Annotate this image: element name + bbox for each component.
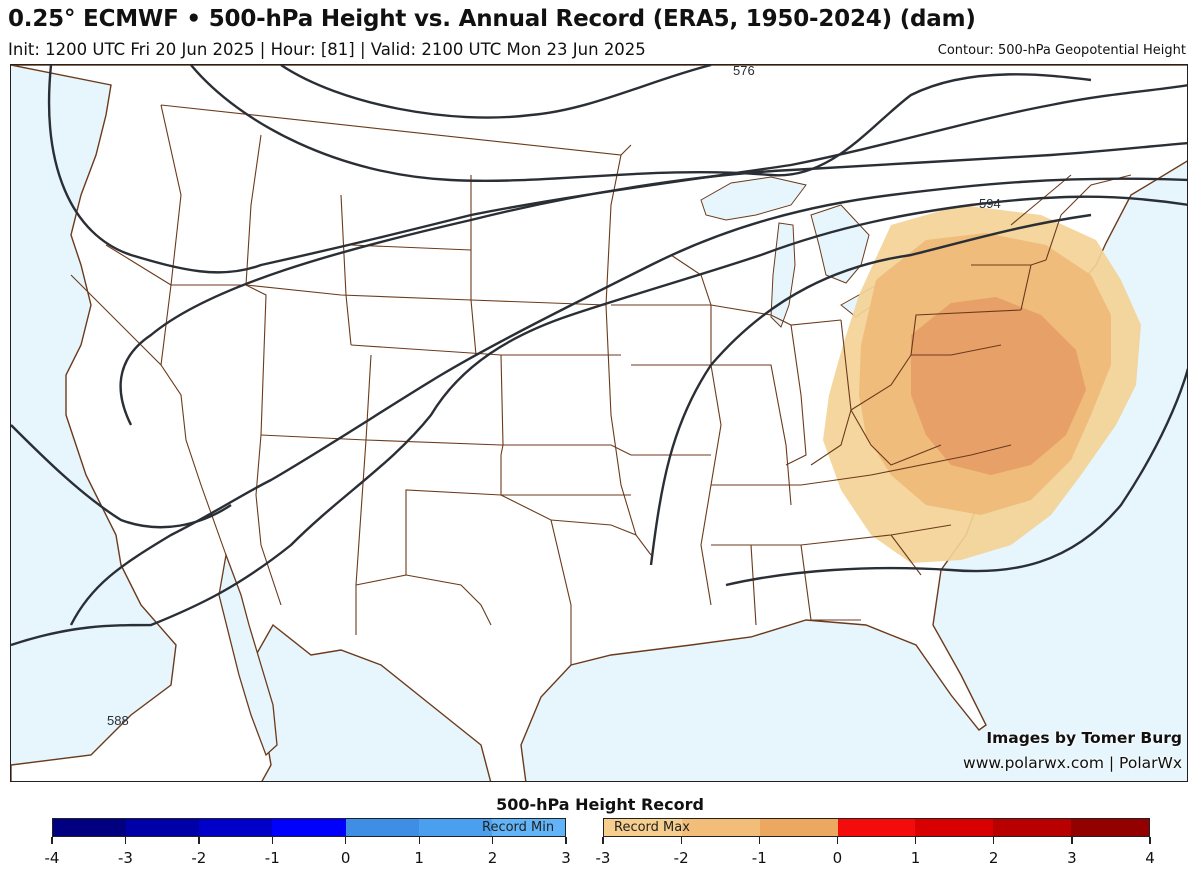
- contour-west: [11, 424, 232, 529]
- credit-author: Images by Tomer Burg: [986, 729, 1182, 747]
- colorbar-tick-label: -2: [191, 849, 207, 867]
- colorbar-segment: [993, 819, 1072, 836]
- colorbar-record-min: [52, 818, 566, 837]
- colorbar-tick-mark: [491, 837, 494, 844]
- colorbar-tick-label: 0: [340, 849, 351, 867]
- colorbar-tick-mark: [836, 837, 839, 844]
- map-canvas: 576 594 588: [11, 65, 1187, 781]
- colorbar-segment: [126, 819, 200, 836]
- contour-gulf: [725, 367, 1187, 587]
- colorbar-tick-label: -4: [44, 849, 60, 867]
- state-borders: [70, 104, 1132, 665]
- colorbar-segment: [345, 819, 419, 836]
- lake-huron: [810, 204, 870, 284]
- colorbar-tick-mark: [1149, 837, 1151, 844]
- colorbar-tick-label: 0: [832, 849, 843, 867]
- colorbar-segment: [681, 819, 760, 836]
- gulf-of-california: [218, 552, 278, 757]
- colorbar-max-label: Record Max: [614, 820, 690, 835]
- colorbar-tick-label: 2: [487, 849, 498, 867]
- colorbar-title: 500-hPa Height Record: [496, 795, 704, 814]
- colorbar-tick-mark: [1071, 837, 1073, 844]
- height-contours: [11, 65, 1187, 647]
- colorbar-tick-label: 1: [910, 849, 921, 867]
- contour-582: [190, 65, 1092, 183]
- anomaly-dark: [911, 297, 1086, 475]
- colorbar-segment: [272, 819, 346, 836]
- colorbar-tick-mark: [565, 837, 567, 844]
- colorbar-tick-mark: [418, 837, 420, 844]
- map-panel: 576 594 588: [10, 64, 1188, 782]
- colorbar-tick-label: -3: [595, 849, 611, 867]
- credit-website: www.polarwx.com | PolarWx: [963, 754, 1182, 772]
- colorbar-segment: [199, 819, 273, 836]
- colorbar-tick-mark: [602, 837, 604, 844]
- colorbar-tick-mark: [758, 837, 760, 844]
- colorbar-tick-label: 4: [1145, 849, 1155, 867]
- colorbar-tick-label: 3: [561, 849, 571, 867]
- colorbar-segment: [418, 819, 492, 836]
- colorbar-tick-label: -1: [751, 849, 767, 867]
- colorbar-tick-label: 3: [1067, 849, 1077, 867]
- colorbar-tick-label: 1: [414, 849, 424, 867]
- contour-594: [11, 195, 1187, 647]
- colorbar-tick-mark: [993, 837, 995, 844]
- colorbar-min-label: Record Min: [482, 820, 555, 835]
- lake-superior: [700, 176, 807, 221]
- contour-inner: [119, 141, 1187, 426]
- colorbar-record-max: [603, 818, 1150, 837]
- colorbar-segment: [915, 819, 994, 836]
- contour-label-576: 576: [733, 65, 755, 78]
- colorbar-tick-mark: [914, 837, 917, 844]
- colorbar-segment: [837, 819, 916, 836]
- colorbar-segment: [491, 819, 565, 836]
- contour-label-594: 594: [979, 196, 1001, 211]
- colorbar-segment: [604, 819, 682, 836]
- colorbar-tick-mark: [198, 837, 200, 844]
- contour-label-588: 588: [107, 713, 129, 728]
- contour-description: Contour: 500-hPa Geopotential Height: [937, 43, 1186, 58]
- init-valid-line: Init: 1200 UTC Fri 20 Jun 2025 | Hour: […: [8, 40, 646, 59]
- colorbar-segment: [53, 819, 127, 836]
- colorbar-tick-mark: [680, 837, 682, 844]
- map-title: 0.25° ECMWF • 500-hPa Height vs. Annual …: [8, 6, 976, 32]
- colorbar-tick-mark: [271, 837, 273, 844]
- contour-mid: [47, 65, 1187, 274]
- colorbar-tick-label: -3: [117, 849, 133, 867]
- colorbar-segment: [759, 819, 838, 836]
- colorbar-tick-mark: [124, 837, 127, 844]
- colorbar-tick-label: -2: [673, 849, 689, 867]
- colorbar-tick-label: -1: [264, 849, 280, 867]
- contour-576: [280, 65, 712, 119]
- contour-south: [649, 213, 1092, 566]
- colorbar-tick-label: 2: [988, 849, 999, 867]
- colorbar-tick-mark: [51, 837, 53, 844]
- colorbar-tick-mark: [345, 837, 347, 844]
- colorbar-segment: [1071, 819, 1150, 836]
- contour-588: [69, 177, 1187, 626]
